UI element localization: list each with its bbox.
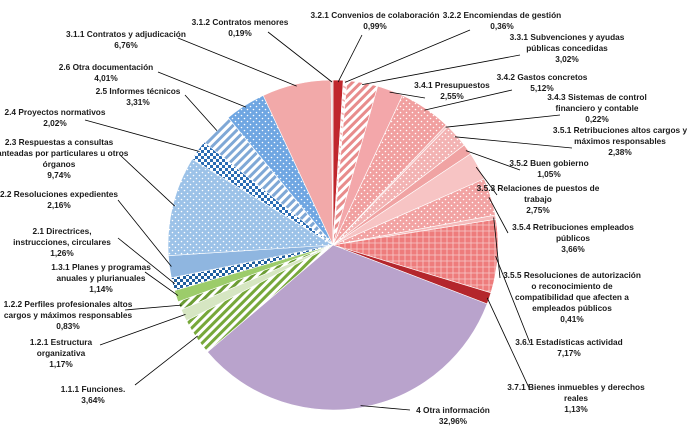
slice-labels: 3.2.1 Convenios de colaboración 0,99%3.2.… <box>0 10 687 426</box>
leader-line <box>445 114 561 128</box>
slice-label: 3.1.1 Contratos y adjudicación 6,76% <box>66 29 186 50</box>
leader-line <box>267 31 333 83</box>
slice-label: 3.5.2 Buen gobierno 1,05% <box>509 158 588 179</box>
leader-line <box>389 91 426 99</box>
leader-line <box>119 154 175 207</box>
leader-line <box>184 94 218 131</box>
slice-label: 1.3.1 Planes y programas anuales y pluria… <box>51 262 151 294</box>
leader-line <box>360 405 411 411</box>
slice-label: 3.5.3 Relaciones de puestos de trabajo 2,7… <box>477 183 600 215</box>
leader-line <box>362 54 521 85</box>
pie-slice <box>167 158 334 256</box>
slice-label: 3.5.5 Resoluciones de autorización o reco… <box>503 270 641 324</box>
slice-label: 2.6 Otra documentación 4,01% <box>59 62 154 83</box>
leader-lines <box>84 29 573 411</box>
slice-label: 3.1.2 Contratos menores 0,19% <box>192 17 289 38</box>
slice-label: 3.6.1 Estadísticas actividad 7,17% <box>515 337 622 358</box>
leader-line <box>124 304 182 311</box>
slice-label: 2.5 Informes técnicos 3,31% <box>96 86 181 107</box>
slice-label: 1.2.2 Perfiles profesionales altos cargos… <box>4 299 133 331</box>
leader-line <box>117 237 175 285</box>
pie-slices <box>167 79 499 411</box>
slice-label: 3.5.4 Retribuciones empleados públicos 3,6… <box>512 222 634 254</box>
slice-label: 2.4 Proyectos normativos 2,02% <box>5 107 106 128</box>
leader-line <box>486 297 531 391</box>
leader-line <box>465 150 521 171</box>
leader-line <box>134 335 198 386</box>
leader-line <box>337 34 363 83</box>
leader-line <box>84 119 200 152</box>
pie-slice <box>206 244 488 411</box>
leader-line <box>144 271 179 296</box>
leader-line <box>424 89 513 111</box>
leader-line <box>177 37 297 87</box>
slice-label: 2.1 Directrices, instrucciones, circulare… <box>13 226 111 258</box>
slice-label: 1.2.1 Estructura organizativa 1,17% <box>30 337 93 369</box>
pie-slice <box>330 79 334 246</box>
slice-label: 3.2.2 Encomiendas de gestión 0,36% <box>443 10 562 31</box>
slice-label: 3.7.1 Bienes inmuebles y derechos reales 1… <box>507 382 645 414</box>
leader-line <box>99 314 186 346</box>
slice-label: 3.4.2 Gastos concretos 5,12% <box>497 72 588 93</box>
leader-line <box>117 199 172 267</box>
leader-line <box>475 166 498 196</box>
leader-line <box>495 256 531 344</box>
slice-label: 3.3.1 Subvenciones y ayudas públicas conc… <box>510 32 625 64</box>
slice-label: 3.4.1 Presupuestos 2,55% <box>414 80 490 101</box>
slice-label: 3.2.1 Convenios de colaboración 0,99% <box>310 10 439 31</box>
leader-line <box>488 197 509 234</box>
slice-label: 4 Otra información 32,96% <box>416 405 490 426</box>
slice-label: 2.2 Resoluciones expedientes 2,16% <box>0 189 118 210</box>
leader-line <box>493 217 501 279</box>
slice-label: 3.5.1 Retribuciones altos cargos y máximo… <box>553 125 688 157</box>
slice-label: 3.4.3 Sistemas de control financiero y co… <box>547 92 647 124</box>
leader-line <box>454 136 573 149</box>
slice-label: 2.3 Respuestas a consultas planteadas por… <box>0 137 129 180</box>
slice-label: 1.1.1 Funciones. 3,64% <box>61 384 126 405</box>
leader-line <box>344 29 471 83</box>
leader-line <box>157 71 247 108</box>
